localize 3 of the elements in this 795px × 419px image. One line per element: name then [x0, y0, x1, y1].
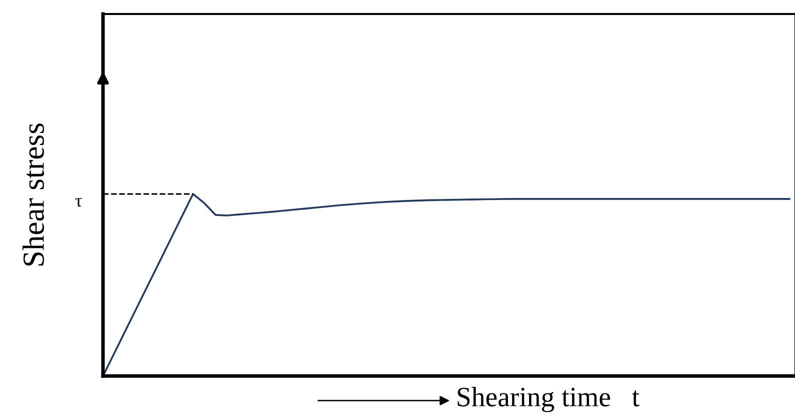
y-axis-title: Shear stress: [22, 124, 44, 266]
x-axis-title: Shearing time t: [458, 386, 640, 412]
ref-line-label: τ: [75, 198, 82, 207]
